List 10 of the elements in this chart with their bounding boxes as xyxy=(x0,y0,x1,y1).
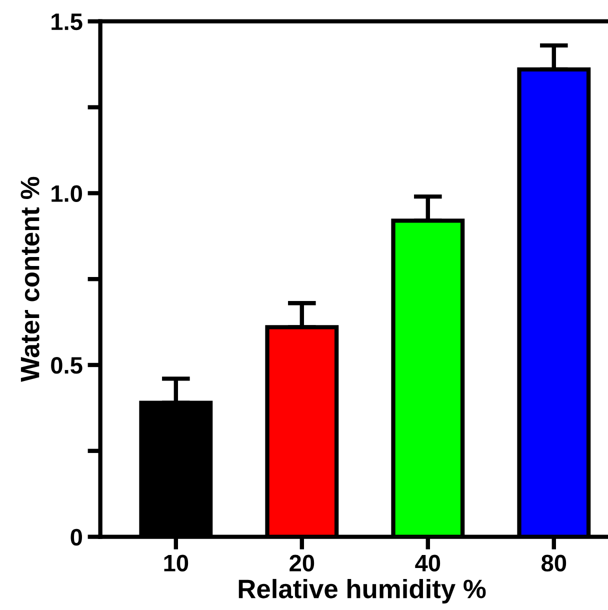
x-axis-title: Relative humidity % xyxy=(238,578,486,604)
x-tick-label: 20 xyxy=(290,554,314,572)
y-tick-label: 0.5 xyxy=(51,357,82,374)
y-axis-title: Water content % xyxy=(20,176,40,382)
y-tick-label: 1.5 xyxy=(52,14,82,30)
y-tick-label: 0 xyxy=(70,528,82,546)
x-tick-label: 40 xyxy=(415,554,440,572)
x-tick-label: 80 xyxy=(542,554,566,572)
x-tick-label: 10 xyxy=(164,554,188,572)
y-tick-label: 1.0 xyxy=(52,185,82,202)
